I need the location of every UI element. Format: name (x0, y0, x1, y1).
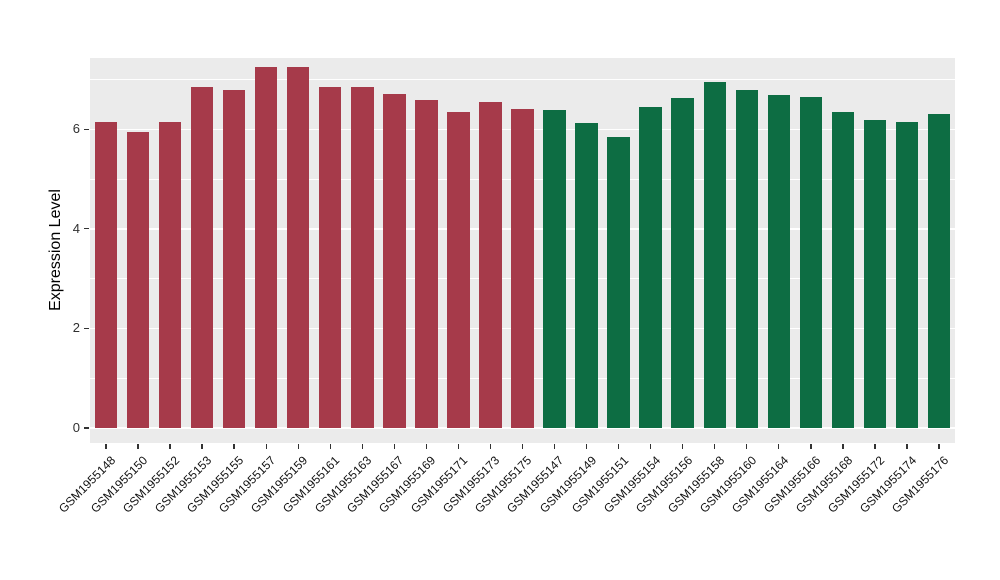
bar (607, 136, 630, 428)
x-tick-mark (874, 444, 876, 449)
x-tick-mark (938, 444, 940, 449)
bar (703, 81, 726, 428)
bar (671, 98, 694, 428)
y-tick-label: 4 (72, 220, 80, 236)
x-tick-mark (329, 444, 331, 449)
y-tick-mark (84, 128, 89, 130)
y-tick-label: 0 (72, 420, 80, 435)
bar (190, 86, 214, 428)
gridline-minor (90, 79, 955, 80)
bar (94, 121, 118, 428)
y-tick-mark (84, 427, 89, 429)
x-tick-mark (521, 444, 524, 449)
x-tick-mark (425, 444, 428, 449)
bar (158, 121, 182, 428)
bar (479, 101, 502, 428)
x-tick-mark (457, 444, 460, 449)
x-tick-mark (842, 444, 844, 449)
bar (319, 86, 342, 428)
x-tick-mark (585, 444, 588, 449)
x-tick-mark (201, 444, 203, 449)
x-tick-mark (553, 444, 556, 449)
plot-panel (90, 58, 955, 443)
gridline-major (90, 427, 955, 429)
bar (863, 120, 887, 428)
x-tick-mark (810, 444, 812, 449)
x-tick-mark (297, 444, 299, 449)
y-tick-mark (84, 228, 89, 230)
x-tick-mark (393, 444, 396, 449)
bar (639, 106, 662, 428)
x-tick-mark (681, 444, 684, 449)
bar (735, 90, 758, 428)
bar (383, 94, 406, 428)
x-tick-mark (778, 444, 780, 449)
bar (799, 96, 823, 428)
x-tick-mark (233, 444, 235, 449)
bar (543, 110, 566, 428)
bar (126, 131, 150, 428)
bar (351, 86, 374, 428)
x-tick-mark (361, 444, 363, 449)
x-tick-mark (265, 444, 267, 449)
y-tick-label: 2 (72, 320, 80, 336)
bar (895, 121, 919, 428)
bar (254, 66, 278, 428)
x-tick-mark (169, 444, 171, 449)
bar (575, 123, 598, 428)
bar (287, 66, 310, 428)
bar (831, 111, 855, 428)
x-tick-mark (105, 444, 107, 449)
bar (511, 109, 534, 428)
y-tick-mark (84, 327, 89, 330)
x-tick-mark (489, 444, 492, 449)
bar (222, 90, 246, 428)
bar (415, 100, 438, 428)
x-tick-mark (137, 444, 139, 449)
y-tick-label: 6 (72, 121, 80, 137)
bar (447, 111, 470, 428)
y-axis-title: Expression Level (47, 189, 64, 311)
x-tick-mark (617, 444, 620, 449)
bar (927, 114, 951, 428)
bar (767, 95, 790, 428)
x-tick-mark (746, 444, 748, 449)
x-tick-mark (906, 444, 908, 449)
x-tick-mark (714, 444, 716, 449)
x-tick-mark (649, 444, 652, 449)
